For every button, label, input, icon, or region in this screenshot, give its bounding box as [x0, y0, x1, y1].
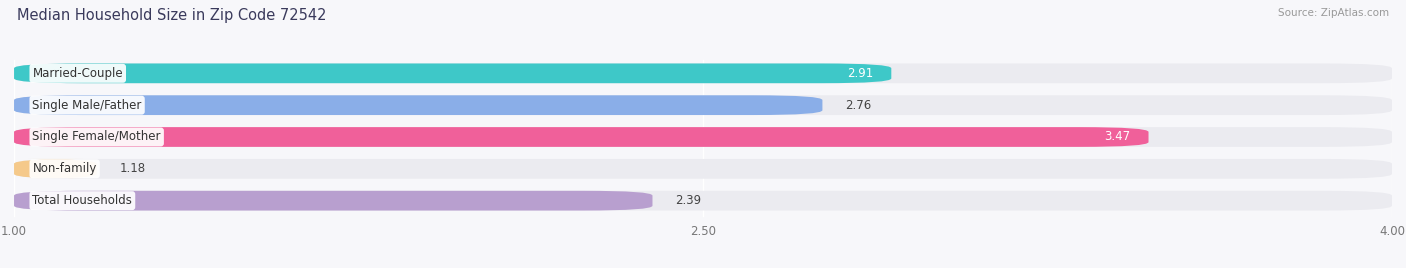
Text: Single Female/Mother: Single Female/Mother [32, 131, 160, 143]
FancyBboxPatch shape [14, 127, 1149, 147]
Text: 1.18: 1.18 [120, 162, 146, 175]
Text: 2.39: 2.39 [675, 194, 702, 207]
FancyBboxPatch shape [14, 191, 652, 211]
FancyBboxPatch shape [14, 64, 1392, 83]
FancyBboxPatch shape [14, 95, 823, 115]
FancyBboxPatch shape [14, 159, 1392, 179]
Text: 2.76: 2.76 [845, 99, 872, 112]
Text: Total Households: Total Households [32, 194, 132, 207]
FancyBboxPatch shape [14, 95, 1392, 115]
FancyBboxPatch shape [14, 64, 891, 83]
Text: Non-family: Non-family [32, 162, 97, 175]
Text: Married-Couple: Married-Couple [32, 67, 124, 80]
FancyBboxPatch shape [14, 191, 1392, 211]
Text: Source: ZipAtlas.com: Source: ZipAtlas.com [1278, 8, 1389, 18]
FancyBboxPatch shape [14, 127, 1392, 147]
Text: 3.47: 3.47 [1104, 131, 1130, 143]
Text: 2.91: 2.91 [846, 67, 873, 80]
Text: Median Household Size in Zip Code 72542: Median Household Size in Zip Code 72542 [17, 8, 326, 23]
Text: Single Male/Father: Single Male/Father [32, 99, 142, 112]
FancyBboxPatch shape [14, 159, 97, 179]
